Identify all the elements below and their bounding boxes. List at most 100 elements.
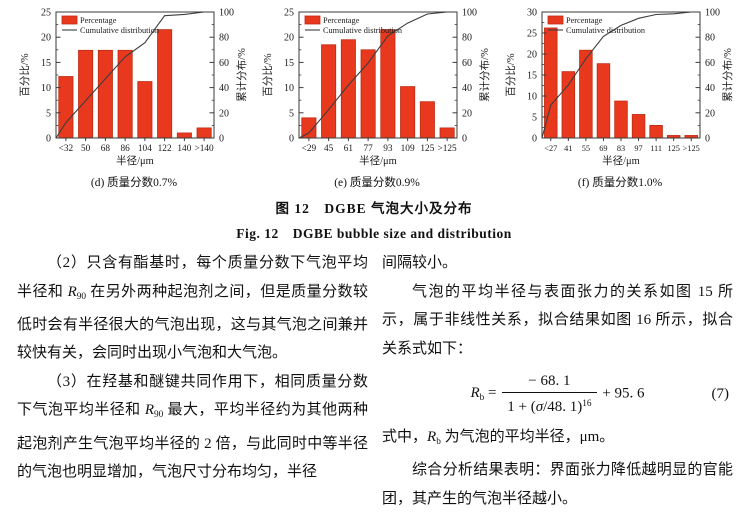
svg-text:100: 100 [462,8,477,19]
svg-text:60: 60 [705,58,715,69]
svg-text:97: 97 [634,144,642,153]
equation-number: (7) [711,385,730,402]
svg-text:25: 25 [284,8,294,19]
svg-text:93: 93 [383,144,393,154]
paragraph-point-3: （3）在羟基和醚键共同作用下，相同质量分数下气泡平均半径和 R90 最大，平均半… [17,373,368,481]
svg-text:68: 68 [101,144,111,154]
svg-text:0: 0 [46,134,51,145]
svg-text:25: 25 [41,8,51,19]
svg-text:69: 69 [599,144,607,153]
legend-percentage-swatch [61,15,78,25]
svg-text:100: 100 [219,8,234,19]
svg-text:15: 15 [527,71,537,82]
svg-text:10: 10 [284,83,294,94]
svg-text:40: 40 [462,83,472,94]
svg-text:>125: >125 [438,144,458,154]
svg-text:百分比/%: 百分比/% [261,53,274,96]
equation-denominator: 1 + (σ/48. 1)16 [507,398,592,416]
svg-text:累计分布/%: 累计分布/% [721,48,734,102]
svg-text:0: 0 [532,134,537,145]
svg-text:>125: >125 [683,144,700,153]
svg-text:半径/μm: 半径/μm [116,154,154,167]
equation-numerator: − 68. 1 [502,371,597,393]
chart-f-canvas-host: 0 5 10 15 20 25 30 0 20 40 60 80 100 <27 41 55 69 83 97 111… [502,4,738,175]
svg-text:111: 111 [650,144,662,153]
svg-text:80: 80 [219,33,229,44]
chart-e-mass-fraction-0.9: 0 5 10 15 20 25 0 20 40 60 80 100 <29 45 61 77 93 109 125 >… [257,4,497,190]
figure-caption-zh: 图 12 DGBE 气泡大小及分布 [275,201,473,216]
body-text: （2）只含有酯基时，每个质量分数下气泡平均半径和 R90 在另外两种起泡剂之间，… [0,242,748,513]
svg-text:20: 20 [705,108,715,119]
svg-text:20: 20 [41,33,51,44]
svg-text:104: 104 [138,144,152,154]
chart-canvas: 0 5 10 15 20 25 0 20 40 60 80 100 <29 45 61 77 93 109 125 >… [261,8,491,168]
svg-text:20: 20 [219,108,229,119]
chart-d-canvas-host: 0 5 10 15 20 25 0 20 40 60 80 100 <32 50 68 86 104 122 140… [16,4,252,175]
svg-text:83: 83 [617,144,625,153]
chart-d-mass-fraction-0.7: 0 5 10 15 20 25 0 20 40 60 80 100 <32 50 68 86 104 122 140… [14,4,254,190]
paragraph-where-clause: 式中，Rb 为气泡的平均半径，μm。 [382,429,615,447]
svg-text:30: 30 [527,8,537,19]
svg-text:125: 125 [667,144,679,153]
svg-text:109: 109 [401,144,415,154]
paragraph-continuation: 间隔较小。 [382,255,458,271]
svg-text:61: 61 [344,144,354,154]
svg-text:55: 55 [582,144,590,153]
svg-text:0: 0 [462,134,467,145]
svg-text:100: 100 [705,8,720,19]
svg-text:10: 10 [41,83,51,94]
svg-text:5: 5 [532,113,537,124]
svg-text:累计分布/%: 累计分布/% [235,48,248,102]
svg-text:125: 125 [420,144,434,154]
svg-text:60: 60 [219,58,229,69]
svg-text:5: 5 [46,108,51,119]
svg-text:86: 86 [120,144,130,154]
chart-f-caption: (f) 质量分数1.0% [577,177,663,189]
svg-text:<32: <32 [59,144,74,154]
svg-text:5: 5 [289,108,294,119]
svg-text:80: 80 [462,33,472,44]
equation-lhs: Rb = [470,385,501,404]
legend-percentage-swatch [547,15,564,25]
svg-text:Percentage: Percentage [566,16,603,25]
chart-e-caption: (e) 质量分数0.9% [334,177,420,189]
svg-text:百分比/%: 百分比/% [18,53,31,96]
paragraph-relation-intro: 气泡的平均半径与表面张力的关系如图 15 所示，属于非线性关系，拟合结果如图 1… [382,283,733,357]
chart-d-caption: (d) 质量分数0.7% [90,177,178,189]
svg-text:Cumulative distribution: Cumulative distribution [80,26,160,35]
equation-7: Rb = − 68. 1 1 + (σ/48. 1)16 + 95. 6 (7) [382,369,733,419]
svg-text:140: 140 [177,144,191,154]
svg-text:Cumulative distribution: Cumulative distribution [566,26,646,35]
svg-text:>140: >140 [195,144,215,154]
equation-tail: + 95. 6 [598,385,645,402]
paragraph-conclusion: 综合分析结果表明：界面张力降低越明显的官能团，其产生的气泡半径越小。 [382,462,733,507]
svg-text:40: 40 [219,83,229,94]
svg-text:0: 0 [705,134,710,145]
svg-text:0: 0 [289,134,294,145]
svg-text:15: 15 [284,58,294,69]
svg-text:<27: <27 [544,144,557,153]
svg-text:41: 41 [564,144,572,153]
svg-text:Cumulative distribution: Cumulative distribution [323,26,403,35]
chart-canvas: 0 5 10 15 20 25 30 0 20 40 60 80 100 <27 41 55 69 83 97 111… [504,8,734,168]
equation-expression: Rb = − 68. 1 1 + (σ/48. 1)16 + 95. 6 [382,371,733,417]
figure-caption-en: Fig. 12 DGBE bubble size and distributio… [236,226,512,241]
svg-text:60: 60 [462,58,472,69]
chart-e-canvas-host: 0 5 10 15 20 25 0 20 40 60 80 100 <29 45 61 77 93 109 125 >… [259,4,495,175]
svg-text:半径/μm: 半径/μm [359,154,397,167]
figure-12-charts: 0 5 10 15 20 25 0 20 40 60 80 100 <32 50 68 86 104 122 140… [0,0,748,190]
svg-text:Percentage: Percentage [80,16,117,25]
chart-canvas: 0 5 10 15 20 25 0 20 40 60 80 100 <32 50 68 86 104 122 140… [18,8,248,168]
svg-text:45: 45 [324,144,334,154]
svg-text:20: 20 [527,50,537,61]
svg-text:15: 15 [41,58,51,69]
svg-text:10: 10 [527,92,537,103]
right-column: 间隔较小。 气泡的平均半径与表面张力的关系如图 15 所示，属于非线性关系，拟合… [382,249,733,513]
svg-text:80: 80 [705,33,715,44]
svg-text:累计分布/%: 累计分布/% [478,48,491,102]
left-column: （2）只含有酯基时，每个质量分数下气泡平均半径和 R90 在另外两种起泡剂之间，… [17,249,368,513]
paragraph-point-2: （2）只含有酯基时，每个质量分数下气泡平均半径和 R90 在另外两种起泡剂之间，… [17,255,368,362]
svg-text:半径/μm: 半径/μm [602,154,640,167]
svg-text:0: 0 [219,134,224,145]
svg-text:50: 50 [81,144,91,154]
